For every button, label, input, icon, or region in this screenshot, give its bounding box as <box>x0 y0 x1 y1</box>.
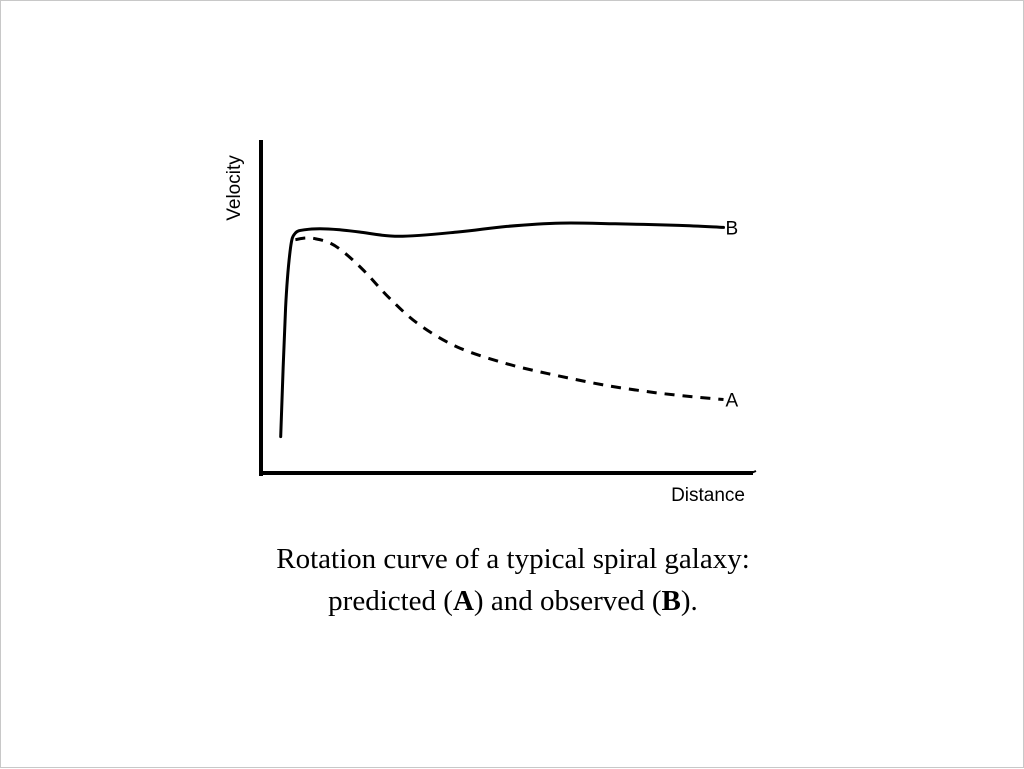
caption-text-end: ). <box>680 585 698 617</box>
series-a-label: A <box>726 391 739 412</box>
x-axis-label: Distance <box>671 485 745 506</box>
caption-bold-a: A <box>452 585 474 617</box>
series-a-line <box>295 236 724 401</box>
caption-bold-b: B <box>661 585 681 617</box>
caption-text-observed: ) and observed ( <box>473 585 662 617</box>
caption-line-1: Rotation curve of a typical spiral galax… <box>276 543 750 575</box>
figure-caption: Rotation curve of a typical spiral galax… <box>161 538 865 622</box>
series-b-line <box>279 221 725 439</box>
caption-text-predicted: predicted ( <box>328 585 453 617</box>
x-axis-tick <box>750 470 757 474</box>
y-axis-label: Velocity <box>224 155 245 221</box>
caption-line-2: predicted (A) and observed (B). <box>161 580 865 622</box>
series-b-label: B <box>726 218 739 239</box>
